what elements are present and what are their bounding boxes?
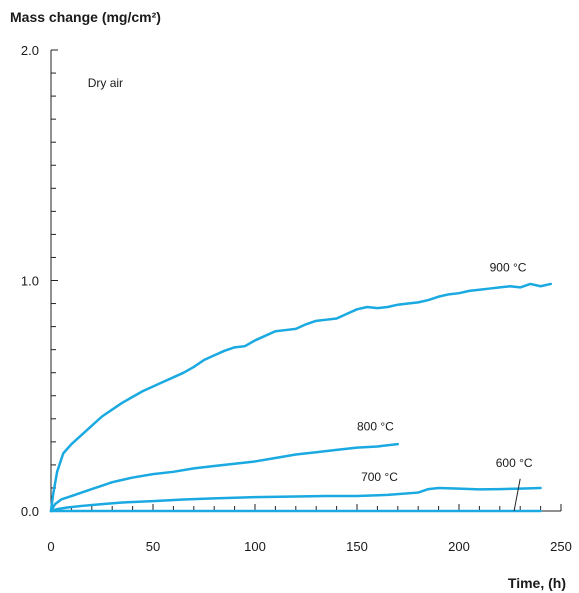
x-tick-label: 200: [448, 539, 470, 554]
series-line-2: [49, 442, 400, 513]
x-tick-label: 50: [146, 539, 160, 554]
x-axis-title: Time, (h): [508, 575, 566, 591]
y-tick-label: 1.0: [21, 274, 39, 289]
series-lines: [49, 282, 553, 513]
ticks: 0 50 100 150 200 250 0.0 1.0 2.0: [21, 43, 572, 554]
annotation-label: 700 °C: [361, 470, 398, 484]
annotation-label: Dry air: [88, 76, 123, 90]
x-tick-label: 100: [244, 539, 266, 554]
annotation-label: 900 °C: [490, 260, 527, 274]
leader-line: [513, 478, 521, 512]
y-tick-label: 2.0: [21, 43, 39, 58]
x-tick-label: 250: [550, 539, 572, 554]
series-line-3: [49, 486, 542, 513]
y-axis-title: Mass change (mg/cm²): [10, 9, 161, 25]
annotations: Dry air 900 °C 800 °C 700 °C 600 °C: [88, 76, 533, 512]
annotation-label: 600 °C: [496, 456, 533, 470]
y-tick-label: 0.0: [21, 504, 39, 519]
axes: [50, 50, 561, 512]
x-tick-label: 150: [346, 539, 368, 554]
x-tick-label: 0: [47, 539, 54, 554]
annotation-label: 800 °C: [357, 419, 394, 433]
series-line-1: [49, 282, 553, 513]
